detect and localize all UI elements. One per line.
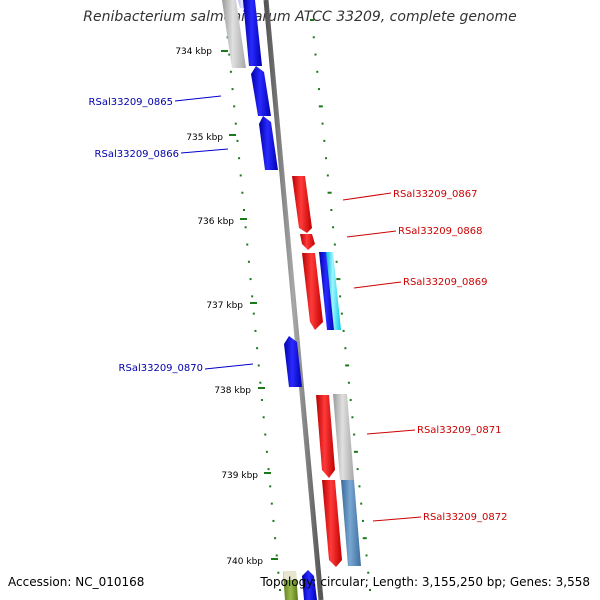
cog-feature-grey[interactable] — [222, 0, 246, 68]
gene-label-0867[interactable]: RSal33209_0867 — [393, 189, 477, 200]
gene-next-cropped[interactable] — [302, 570, 317, 600]
gene-RSal33209_0870[interactable] — [284, 336, 302, 387]
gene-RSal33209_0867[interactable] — [292, 176, 312, 233]
kbp-label: 738 kbp — [214, 386, 251, 396]
gene-label-0871[interactable]: RSal33209_0871 — [417, 425, 501, 436]
gene-RSal33209_0866[interactable] — [259, 116, 278, 170]
gene-RSal33209_0868[interactable] — [300, 234, 315, 250]
leader-0868 — [346, 230, 397, 238]
gene-RSal33209_0865[interactable] — [243, 0, 262, 66]
kbp-label: 736 kbp — [197, 217, 234, 227]
map-title: Renibacterium salmoninarum ATCC 33209, c… — [83, 9, 517, 25]
accession-text: Accession: NC_010168 — [8, 575, 145, 589]
cog-feature-steel[interactable] — [341, 480, 361, 566]
leader-0867 — [342, 192, 392, 201]
leader-0870 — [204, 363, 254, 370]
genome-backbone — [263, 0, 324, 600]
kbp-label: 740 kbp — [226, 557, 263, 567]
outer-dotted-track — [310, 19, 371, 591]
kbp-label: 739 kbp — [221, 471, 258, 481]
kbp-ruler: 734 kbp 735 kbp 736 kbp 737 kbp 738 kbp … — [175, 47, 278, 567]
leader-0866 — [180, 148, 229, 154]
gene-label-0866[interactable]: RSal33209_0866 — [95, 149, 179, 160]
kbp-label: 737 kbp — [206, 301, 243, 311]
cog-feature-blue[interactable] — [319, 252, 335, 330]
cog-feature-grey[interactable] — [333, 394, 354, 480]
cog-feature-cyan[interactable] — [326, 252, 341, 330]
gene-RSal33209_0871[interactable] — [316, 395, 335, 478]
gene-RSal33209_0869[interactable] — [302, 253, 323, 330]
leader-0871 — [366, 429, 416, 435]
gene-label-0865[interactable]: RSal33209_0865 — [89, 97, 173, 108]
gene-label-0870[interactable]: RSal33209_0870 — [119, 363, 203, 374]
kbp-label: 734 kbp — [175, 47, 212, 57]
gene-label-0872[interactable]: RSal33209_0872 — [423, 512, 507, 523]
leader-0865 — [174, 95, 222, 102]
topology-text: Topology: circular; Length: 3,155,250 bp… — [260, 575, 590, 589]
leader-0869 — [353, 281, 402, 289]
kbp-label: 735 kbp — [186, 133, 223, 143]
inner-dotted-track — [225, 19, 281, 591]
gene-label-0869[interactable]: RSal33209_0869 — [403, 277, 487, 288]
gene-label-0868[interactable]: RSal33209_0868 — [398, 226, 482, 237]
cog-feature-pale[interactable] — [283, 571, 297, 580]
gene-leaders — [174, 95, 422, 522]
leader-0872 — [372, 516, 422, 522]
gene-RSal33209_0866-part[interactable] — [251, 66, 271, 116]
gene-RSal33209_0872[interactable] — [322, 480, 342, 567]
